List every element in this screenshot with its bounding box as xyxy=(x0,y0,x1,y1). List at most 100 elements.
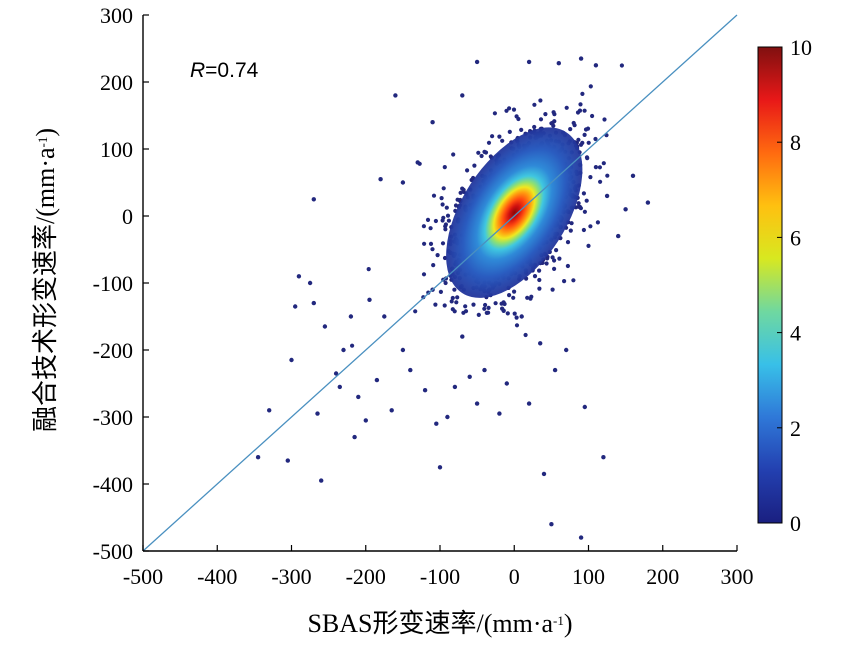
y-tick-label: -300 xyxy=(93,405,133,430)
scatter-point xyxy=(597,165,603,170)
scatter-point xyxy=(593,165,599,170)
scatter-point xyxy=(431,193,437,198)
scatter-point xyxy=(568,127,573,132)
scatter-point xyxy=(440,241,446,246)
scatter-point xyxy=(490,134,495,139)
scatter-point xyxy=(588,175,593,180)
scatter-point xyxy=(616,233,621,239)
fit-line xyxy=(142,14,738,552)
scatter-point xyxy=(516,116,521,122)
scatter-point xyxy=(557,256,562,261)
scatter-point xyxy=(575,110,581,115)
scatter-point xyxy=(443,224,448,229)
scatter-point xyxy=(356,394,361,400)
scatter-point xyxy=(645,200,651,205)
scatter-point xyxy=(586,140,591,145)
colorbar-tick-label: 8 xyxy=(790,130,801,155)
scatter-point xyxy=(315,411,320,416)
scatter-point xyxy=(293,304,298,309)
scatter-point xyxy=(511,295,516,300)
scatter-point xyxy=(443,280,448,286)
scatter-point xyxy=(452,287,457,292)
scatter-point xyxy=(483,302,488,308)
scatter-point xyxy=(537,277,542,283)
scatter-point xyxy=(578,56,584,61)
scatter-point xyxy=(585,126,591,131)
scatter-point xyxy=(504,108,509,113)
scatter-point xyxy=(593,136,598,142)
scatter-point xyxy=(479,153,484,159)
x-tick-label: -400 xyxy=(197,564,237,589)
scatter-point xyxy=(544,261,549,266)
scatter-point xyxy=(415,160,420,165)
scatter-point xyxy=(471,302,476,307)
scatter-point xyxy=(413,309,418,314)
scatter-point xyxy=(393,93,398,98)
scatter-point xyxy=(285,458,290,463)
scatter-point xyxy=(400,347,406,353)
scatter-point xyxy=(538,341,543,346)
scatter-points xyxy=(255,56,651,540)
scatter-point xyxy=(350,343,355,348)
scatter-point xyxy=(363,418,368,423)
scatter-point xyxy=(605,173,610,178)
scatter-point xyxy=(438,289,443,294)
scatter-point xyxy=(601,161,606,166)
scatter-point xyxy=(449,299,454,304)
scatter-point xyxy=(598,179,603,184)
scatter-point xyxy=(460,93,465,98)
scatter-point xyxy=(482,149,487,154)
scatter-point xyxy=(492,111,497,116)
colorbar-ticks: 0 2 4 6 8 10 xyxy=(777,35,812,536)
scatter-point xyxy=(434,421,439,426)
scatter-point xyxy=(440,202,445,207)
scatter-point xyxy=(486,305,491,310)
scatter-point xyxy=(578,535,584,540)
scatter-point xyxy=(439,196,444,201)
scatter-point xyxy=(512,311,517,316)
y-axis-title-end: ) xyxy=(31,128,60,137)
scatter-point xyxy=(571,120,576,126)
scatter-point xyxy=(482,367,487,373)
scatter-point xyxy=(382,314,387,319)
scatter-point xyxy=(582,209,588,214)
scatter-point xyxy=(528,296,533,301)
scatter-point xyxy=(458,190,463,195)
scatter-point xyxy=(532,102,537,107)
scatter-point xyxy=(474,401,480,406)
scatter-point xyxy=(445,414,450,420)
scatter-point xyxy=(552,266,557,271)
scatter-point xyxy=(537,286,542,291)
scatter-point xyxy=(337,384,342,390)
scatter-point xyxy=(493,301,498,306)
scatter-point xyxy=(431,263,436,268)
scatter-point xyxy=(421,272,427,277)
scatter-point xyxy=(463,309,469,314)
y-tick-label: -500 xyxy=(93,539,133,564)
scatter-point xyxy=(511,107,517,112)
y-tick-label: -200 xyxy=(93,338,133,363)
scatter-point xyxy=(532,274,538,279)
scatter-point xyxy=(580,140,585,145)
colorbar xyxy=(757,46,783,524)
scatter-point xyxy=(452,309,457,314)
scatter-point xyxy=(507,293,512,298)
colorbar-tick-label: 0 xyxy=(790,511,801,536)
scatter-point xyxy=(554,248,559,253)
scatter-point xyxy=(267,408,272,413)
scatter-point xyxy=(408,367,413,373)
scatter-point xyxy=(465,168,470,173)
colorbar-tick-label: 10 xyxy=(790,35,812,60)
y-tick-label: 300 xyxy=(100,3,133,28)
scatter-point xyxy=(454,300,459,305)
scatter-point xyxy=(400,180,406,185)
scatter-point xyxy=(435,253,440,258)
scatter-point xyxy=(374,377,380,383)
scatter-point xyxy=(519,314,524,319)
scatter-point xyxy=(514,315,519,320)
scatter-point xyxy=(497,411,502,416)
scatter-point xyxy=(564,347,569,353)
scatter-point xyxy=(519,127,524,132)
scatter-point xyxy=(428,226,433,231)
x-axis-title-superscript: -1 xyxy=(553,613,564,628)
